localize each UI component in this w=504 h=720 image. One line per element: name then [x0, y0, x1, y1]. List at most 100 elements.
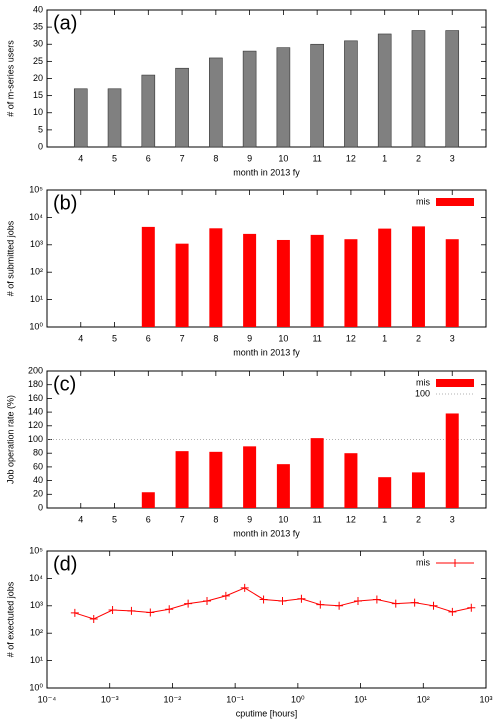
y-tick-label: 20 [33, 489, 43, 499]
bar [344, 239, 358, 327]
x-tick-label: 2 [416, 153, 421, 163]
bar [344, 40, 358, 148]
y-tick-label: 140 [28, 406, 43, 416]
y-tick-label: 10¹ [30, 655, 43, 665]
point-marker [335, 601, 344, 610]
x-tick-label: 10⁻⁴ [38, 694, 57, 704]
y-tick-label: 0 [38, 141, 43, 151]
point-marker [372, 595, 381, 604]
point-marker [278, 596, 287, 605]
x-tick-label: 10² [417, 694, 430, 704]
legend-label: mis [416, 377, 430, 387]
plot-frame [46, 550, 487, 689]
y-tick-label: 40 [33, 4, 43, 14]
panel-label: (a) [53, 12, 77, 34]
y-tick-label: 10⁰ [29, 321, 43, 331]
bar [445, 30, 460, 148]
y-tick-label: 160 [28, 393, 43, 403]
y-axis-label: # of submitted jobs [5, 220, 15, 296]
x-tick-label: 1 [382, 333, 387, 343]
x-tick-label: 1 [382, 153, 387, 163]
x-tick-label: 12 [346, 153, 356, 163]
x-tick-label: 10⁻³ [101, 694, 119, 704]
bar [175, 451, 189, 508]
x-tick-label: 4 [78, 333, 83, 343]
point-marker [89, 614, 98, 623]
x-tick-label: 2 [416, 514, 421, 524]
x-tick-label: 10 [278, 153, 288, 163]
point-marker [70, 608, 79, 617]
legend-label: mis [416, 196, 430, 206]
y-tick-label: 200 [28, 365, 43, 375]
x-tick-label: 10³ [479, 694, 492, 704]
x-tick-label: 3 [450, 514, 455, 524]
x-tick-label: 10 [278, 333, 288, 343]
point-marker [448, 607, 457, 616]
y-tick-label: 10⁵ [29, 184, 43, 194]
bar [378, 228, 392, 327]
y-axis-label: Job operation rate (%) [5, 395, 15, 484]
x-tick-label: 10⁻² [164, 694, 182, 704]
x-tick-label: 7 [180, 153, 185, 163]
bar [310, 234, 324, 327]
bar [378, 477, 392, 508]
y-axis-label: # of exectuted jobs [5, 581, 15, 657]
x-tick-label: 12 [346, 333, 356, 343]
bar [141, 492, 155, 508]
y-tick-label: 30 [33, 39, 43, 49]
point-marker [316, 600, 325, 609]
x-tick-label: 8 [213, 514, 218, 524]
x-tick-label: 5 [112, 153, 117, 163]
bar [445, 239, 459, 327]
point-marker [240, 583, 249, 592]
x-tick-label: 9 [247, 153, 252, 163]
point-marker [297, 594, 306, 603]
bar [344, 453, 358, 508]
y-tick-label: 20 [33, 73, 43, 83]
bar [107, 88, 122, 148]
bar [276, 47, 291, 148]
y-tick-label: 80 [33, 448, 43, 458]
point-marker [146, 608, 155, 617]
x-axis-label: month in 2013 fy [233, 167, 300, 177]
y-tick-label: 10⁴ [29, 212, 43, 222]
bar [310, 438, 324, 508]
x-tick-label: 7 [180, 333, 185, 343]
x-tick-label: 9 [247, 333, 252, 343]
x-tick-label: 7 [180, 514, 185, 524]
y-tick-label: 10² [30, 628, 43, 638]
legend-swatch [436, 379, 474, 387]
y-tick-label: 10⁴ [29, 573, 43, 583]
y-tick-label: 25 [33, 56, 43, 66]
bar [141, 74, 156, 148]
x-tick-label: 12 [346, 514, 356, 524]
y-tick-label: 5 [38, 124, 43, 134]
x-tick-label: 9 [247, 514, 252, 524]
y-tick-label: 35 [33, 22, 43, 32]
x-tick-label: 6 [146, 333, 151, 343]
bar [141, 226, 155, 327]
legend-label: mis [416, 557, 430, 567]
y-tick-label: 0 [38, 502, 43, 512]
x-axis-label: month in 2013 fy [233, 347, 300, 357]
x-tick-label: 6 [146, 514, 151, 524]
y-tick-label: 180 [28, 379, 43, 389]
y-tick-label: 10² [30, 267, 43, 277]
x-tick-label: 4 [78, 153, 83, 163]
bar [243, 446, 257, 508]
point-marker [127, 606, 136, 615]
point-marker [165, 605, 174, 614]
plot-frame [46, 189, 487, 328]
bar [175, 67, 189, 148]
bar [411, 472, 425, 508]
y-tick-label: 15 [33, 90, 43, 100]
x-tick-label: 1 [382, 514, 387, 524]
y-tick-label: 100 [28, 434, 43, 444]
point-marker [184, 599, 193, 608]
bar [411, 226, 425, 327]
y-tick-label: 40 [33, 475, 43, 485]
x-axis-label: month in 2013 fy [233, 528, 300, 538]
y-tick-label: 10³ [30, 239, 43, 249]
point-marker [108, 606, 117, 615]
